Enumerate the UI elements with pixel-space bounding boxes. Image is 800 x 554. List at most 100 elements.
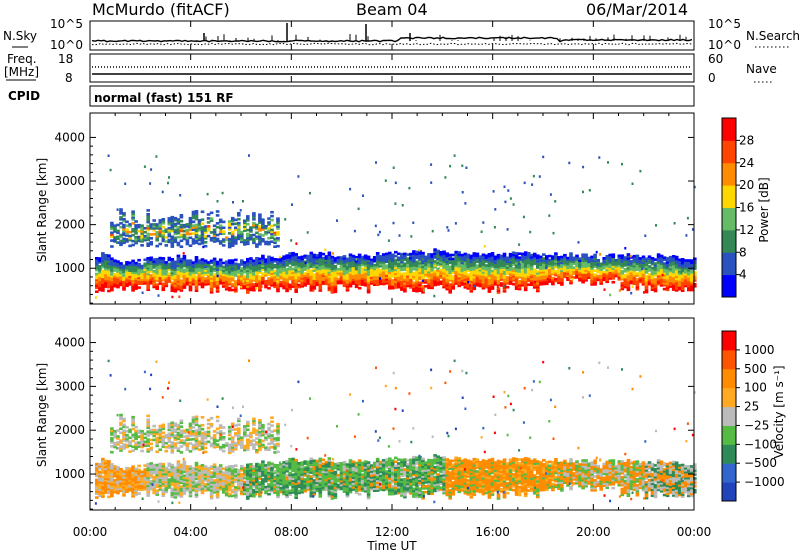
power-cell <box>354 265 359 269</box>
power-cell <box>523 270 528 274</box>
power-cell <box>366 269 371 272</box>
velocity-cell <box>140 470 144 474</box>
power-cell <box>532 174 535 178</box>
power-cell <box>137 270 141 274</box>
power-cell <box>514 261 519 265</box>
power-cell <box>194 256 199 259</box>
power-cell <box>671 282 676 285</box>
power-cell <box>333 272 338 276</box>
power-cell <box>391 284 395 288</box>
power-cell <box>237 221 241 225</box>
power-cell <box>647 280 652 284</box>
power-cell <box>569 279 573 283</box>
power-cell <box>605 266 609 270</box>
power-cell <box>255 282 259 286</box>
power-cell <box>502 266 507 269</box>
power-cell <box>218 266 223 269</box>
power-cell <box>357 271 362 274</box>
power-cell <box>212 261 217 265</box>
power-cell <box>472 279 477 283</box>
power-cell <box>617 272 622 275</box>
colorbar-swatch <box>722 252 736 276</box>
power-cell <box>394 274 398 277</box>
power-cell <box>626 259 631 262</box>
velocity-cell <box>276 464 280 467</box>
power-cell <box>366 287 371 290</box>
power-cell <box>188 275 193 278</box>
power-cell <box>418 273 422 277</box>
power-cell <box>246 285 250 288</box>
power-cell <box>381 272 386 276</box>
colorbar-swatch <box>722 274 736 298</box>
power-cell <box>134 279 138 282</box>
power-cell <box>212 283 217 286</box>
power-cell <box>430 257 434 260</box>
power-cell <box>626 263 631 266</box>
power-cell <box>339 262 344 265</box>
power-cell <box>511 273 516 276</box>
power-cell <box>200 264 205 267</box>
power-cell <box>493 257 498 261</box>
power-cell <box>98 276 102 280</box>
power-cell <box>680 277 685 281</box>
power-cell <box>303 282 307 285</box>
velocity-cell <box>291 457 295 461</box>
power-cell <box>545 264 549 268</box>
power-cell <box>164 276 169 280</box>
power-cell <box>460 277 465 280</box>
power-cell <box>668 277 673 281</box>
power-cell <box>152 279 156 283</box>
power-cell <box>125 224 129 227</box>
power-cell <box>388 269 392 272</box>
power-cell <box>94 296 97 299</box>
colorbar-tick-label: 28 <box>739 133 754 147</box>
power-cell <box>680 265 685 269</box>
power-cell <box>487 280 492 283</box>
power-cell <box>191 277 196 280</box>
power-cell <box>191 271 196 274</box>
power-cell <box>502 256 507 260</box>
power-cell <box>237 217 241 221</box>
power-cell <box>626 268 631 272</box>
power-cell <box>200 210 205 214</box>
power-cell <box>140 264 144 268</box>
power-cell <box>131 210 135 213</box>
power-cell <box>170 273 175 277</box>
power-cell <box>246 279 250 282</box>
power-cell <box>122 268 126 271</box>
freq-tick-top: 18 <box>58 52 73 66</box>
power-cell <box>107 279 111 283</box>
power-cell <box>224 260 229 263</box>
power-cell <box>517 258 522 261</box>
power-cell <box>237 269 241 272</box>
colorbar-tick-label: 16 <box>739 201 754 215</box>
power-cell <box>252 267 256 270</box>
power-cell <box>680 273 685 277</box>
power-cell <box>261 258 265 262</box>
power-cell <box>170 262 175 265</box>
power-cell <box>493 261 498 264</box>
power-cell <box>164 261 169 264</box>
power-cell <box>342 272 347 276</box>
power-cell <box>394 264 398 268</box>
power-cell <box>98 286 102 290</box>
power-cell <box>206 278 211 282</box>
power-cell <box>575 274 579 277</box>
power-cell <box>155 261 159 265</box>
power-cell <box>545 266 548 269</box>
power-cell <box>363 260 368 263</box>
power-cell <box>677 278 682 281</box>
power-cell <box>644 271 649 274</box>
power-cell <box>221 220 226 224</box>
power-cell <box>128 273 132 276</box>
power-cell <box>584 261 588 264</box>
power-cell <box>532 262 537 266</box>
power-cell <box>523 278 528 282</box>
power-cell <box>466 265 471 269</box>
power-cell <box>294 290 298 293</box>
power-cell <box>506 228 509 231</box>
power-cell <box>614 259 619 262</box>
power-cell <box>264 266 268 269</box>
power-cell <box>249 257 253 260</box>
power-cell <box>415 262 419 265</box>
